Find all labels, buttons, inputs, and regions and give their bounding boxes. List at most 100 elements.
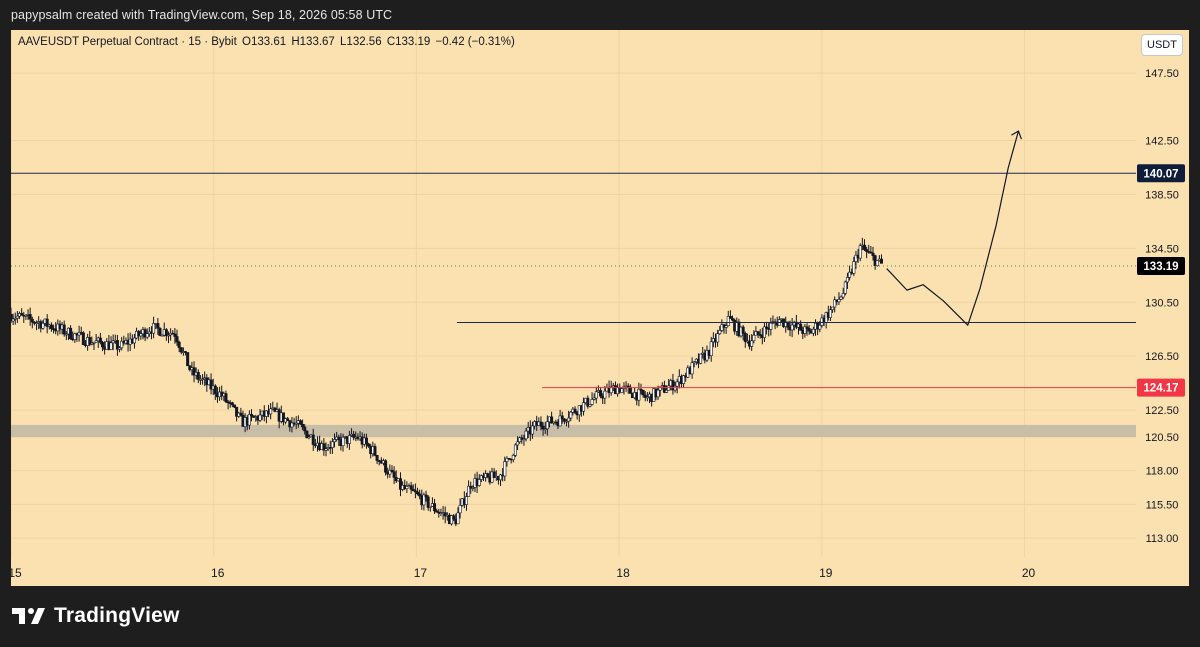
candle-body (562, 418, 566, 422)
candle-body (424, 494, 428, 498)
candle-body (405, 486, 409, 490)
candle-body (175, 336, 179, 343)
candle (807, 325, 811, 335)
candle (450, 514, 454, 526)
tradingview-logo[interactable]: TradingView (12, 604, 180, 628)
candle (743, 331, 747, 348)
candle-body (458, 505, 462, 514)
candle (843, 280, 847, 296)
candle-body (637, 388, 641, 401)
support-price-tag: 124.17 (1137, 378, 1185, 397)
grid (11, 30, 1136, 557)
candle-body (324, 448, 328, 451)
candle (118, 346, 122, 353)
candle-body (392, 471, 396, 478)
candle-body (450, 515, 454, 525)
candle-body (862, 244, 866, 250)
candle (422, 492, 426, 511)
time-tick-label: 17 (414, 566, 428, 580)
price-tick-label: 113.00 (1146, 533, 1179, 545)
candle-body (224, 393, 228, 403)
candle (471, 485, 475, 492)
candle-body (522, 438, 526, 441)
candle-body (115, 340, 119, 350)
candle (364, 433, 368, 449)
candle (409, 481, 413, 494)
candle (845, 272, 849, 289)
candle (628, 384, 632, 394)
price-axis: 113.00 115.50 118.00 120.50 122.50 126.50 130.… (1145, 68, 1179, 545)
candle-body (98, 337, 102, 343)
candle-body (418, 493, 422, 497)
candle-body (209, 379, 213, 390)
candle-body (790, 324, 794, 331)
candle (590, 392, 594, 406)
candle-body (658, 386, 662, 391)
candle-body (367, 443, 371, 447)
candle-body (639, 388, 643, 391)
candle-body (518, 437, 522, 443)
candle (177, 340, 181, 353)
currency-unit-button[interactable]: USDT (1141, 34, 1183, 56)
legend-change: −0.42 (−0.31%) (435, 36, 515, 48)
candle (543, 421, 547, 434)
candle-body (699, 353, 703, 364)
candle (367, 442, 371, 448)
candle (156, 318, 160, 335)
candle (375, 454, 379, 465)
candle (90, 336, 94, 346)
candle-body (505, 457, 509, 462)
candle-body (477, 479, 481, 486)
candle (831, 306, 835, 313)
brand-name: TradingView (54, 604, 180, 627)
candle-body (173, 333, 177, 337)
candle (750, 334, 754, 352)
candle-body (724, 325, 728, 328)
candle (307, 434, 311, 440)
chart-frame[interactable]: 113.00 115.50 118.00 120.50 122.50 126.50 130.… (11, 30, 1189, 586)
candle-body (750, 340, 754, 347)
candle (541, 422, 545, 436)
candle (201, 374, 205, 385)
candle (160, 334, 164, 337)
candle (511, 453, 515, 463)
candle-body (337, 436, 341, 440)
candle (164, 328, 168, 341)
candle (35, 320, 39, 331)
candle (411, 484, 415, 492)
candle (522, 434, 526, 446)
candle (752, 330, 756, 344)
candle (179, 347, 183, 355)
candle-body (411, 489, 415, 492)
candle (690, 357, 694, 379)
candle (152, 316, 156, 339)
candle-body (352, 433, 356, 438)
candle (716, 329, 720, 347)
candle-body (28, 314, 32, 320)
candle-body (398, 478, 402, 490)
candle-body (828, 309, 832, 318)
candle-body (375, 455, 379, 461)
candle (805, 323, 809, 336)
price-chart[interactable]: 113.00 115.50 118.00 120.50 122.50 126.50 130.… (11, 30, 1189, 586)
candle (209, 373, 213, 395)
support-price-tag-label: 124.17 (1143, 383, 1178, 395)
candle-body (667, 385, 671, 391)
candle (81, 331, 85, 346)
candle (765, 321, 769, 335)
candle-body (456, 512, 460, 525)
candle-body (24, 314, 28, 317)
candle-body (62, 324, 66, 335)
candle-body (541, 425, 545, 430)
candle-body (167, 334, 171, 337)
candle (224, 390, 228, 404)
candle-body (641, 389, 645, 396)
candle-body (845, 277, 849, 283)
candle-body (594, 391, 598, 399)
candle (239, 407, 243, 417)
candle-body (77, 332, 81, 336)
candle-body (13, 317, 17, 320)
candle-body (869, 251, 873, 254)
candle (477, 474, 481, 487)
candle-body (120, 340, 124, 349)
